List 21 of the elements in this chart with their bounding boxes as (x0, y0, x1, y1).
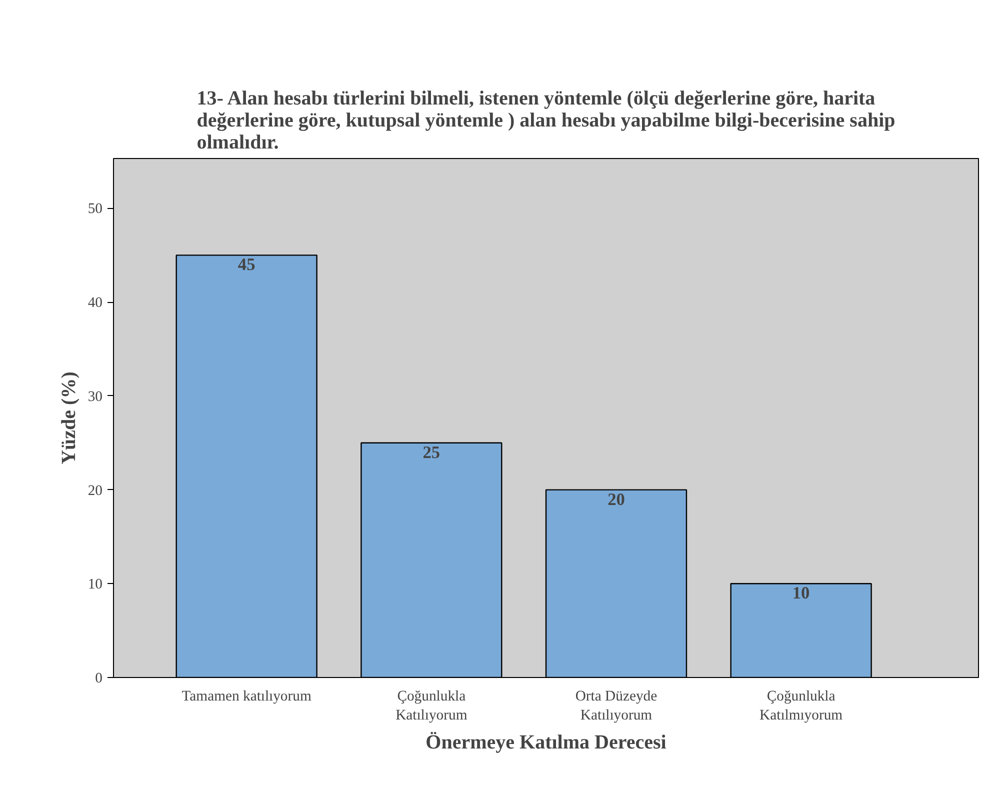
y-tick-label: 30 (88, 388, 102, 405)
x-tick-label: Orta Düzeyde Katılıyorum (575, 688, 658, 724)
chart-title: 13- Alan hesabı türlerini bilmeli, istenen yöntemle (ölçü değerlerine göre, harita değerlerine göre, kutupsal yöntemle ) alan hesabı yapabilme bilgi-becerisine sahip olmalıdır. (196, 88, 896, 154)
y-tick-label: 10 (88, 576, 102, 593)
x-tick-label: Tamamen katılıyorum (182, 688, 312, 704)
y-tick-label: 50 (88, 201, 102, 218)
x-axis-title: Önermeye Katılma Derecesi (426, 732, 667, 754)
x-tick-label: Çoğunlukla Katılmıyorum (760, 688, 844, 724)
bar (545, 489, 688, 678)
data-label: 45 (238, 255, 256, 274)
x-tick-label: Çoğunlukla Katılıyorum (396, 688, 468, 724)
bar (176, 254, 318, 678)
data-label: 10 (792, 584, 810, 603)
bar (730, 583, 872, 678)
y-axis-title: Yüzde (%) (58, 372, 80, 464)
y-tick-label: 0 (95, 670, 102, 686)
y-tick-label: 20 (88, 482, 102, 499)
data-label: 25 (422, 442, 440, 462)
data-label: 20 (608, 490, 625, 509)
bar (360, 442, 502, 678)
y-tick-label: 40 (88, 295, 102, 312)
